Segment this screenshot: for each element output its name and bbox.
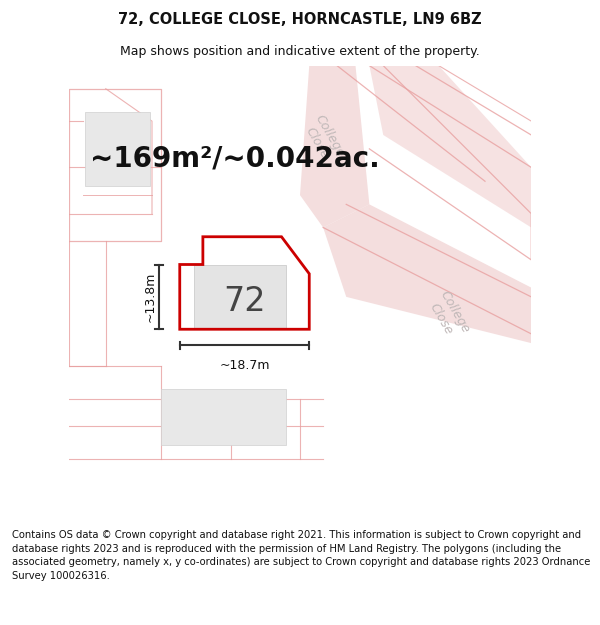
Text: Map shows position and indicative extent of the property.: Map shows position and indicative extent… xyxy=(120,45,480,58)
Text: ~18.7m: ~18.7m xyxy=(219,359,270,372)
Polygon shape xyxy=(370,66,531,228)
Text: 72, COLLEGE CLOSE, HORNCASTLE, LN9 6BZ: 72, COLLEGE CLOSE, HORNCASTLE, LN9 6BZ xyxy=(118,12,482,27)
Polygon shape xyxy=(323,204,531,343)
Text: College
Close: College Close xyxy=(424,288,472,342)
Text: ~13.8m: ~13.8m xyxy=(143,272,156,322)
Text: College
Close: College Close xyxy=(299,112,347,167)
Text: Contains OS data © Crown copyright and database right 2021. This information is : Contains OS data © Crown copyright and d… xyxy=(12,530,590,581)
Bar xyxy=(161,389,286,445)
Text: 72: 72 xyxy=(223,285,266,318)
Bar xyxy=(85,112,149,186)
Bar xyxy=(194,264,286,329)
Polygon shape xyxy=(300,66,370,228)
Text: ~169m²/~0.042ac.: ~169m²/~0.042ac. xyxy=(91,144,380,172)
